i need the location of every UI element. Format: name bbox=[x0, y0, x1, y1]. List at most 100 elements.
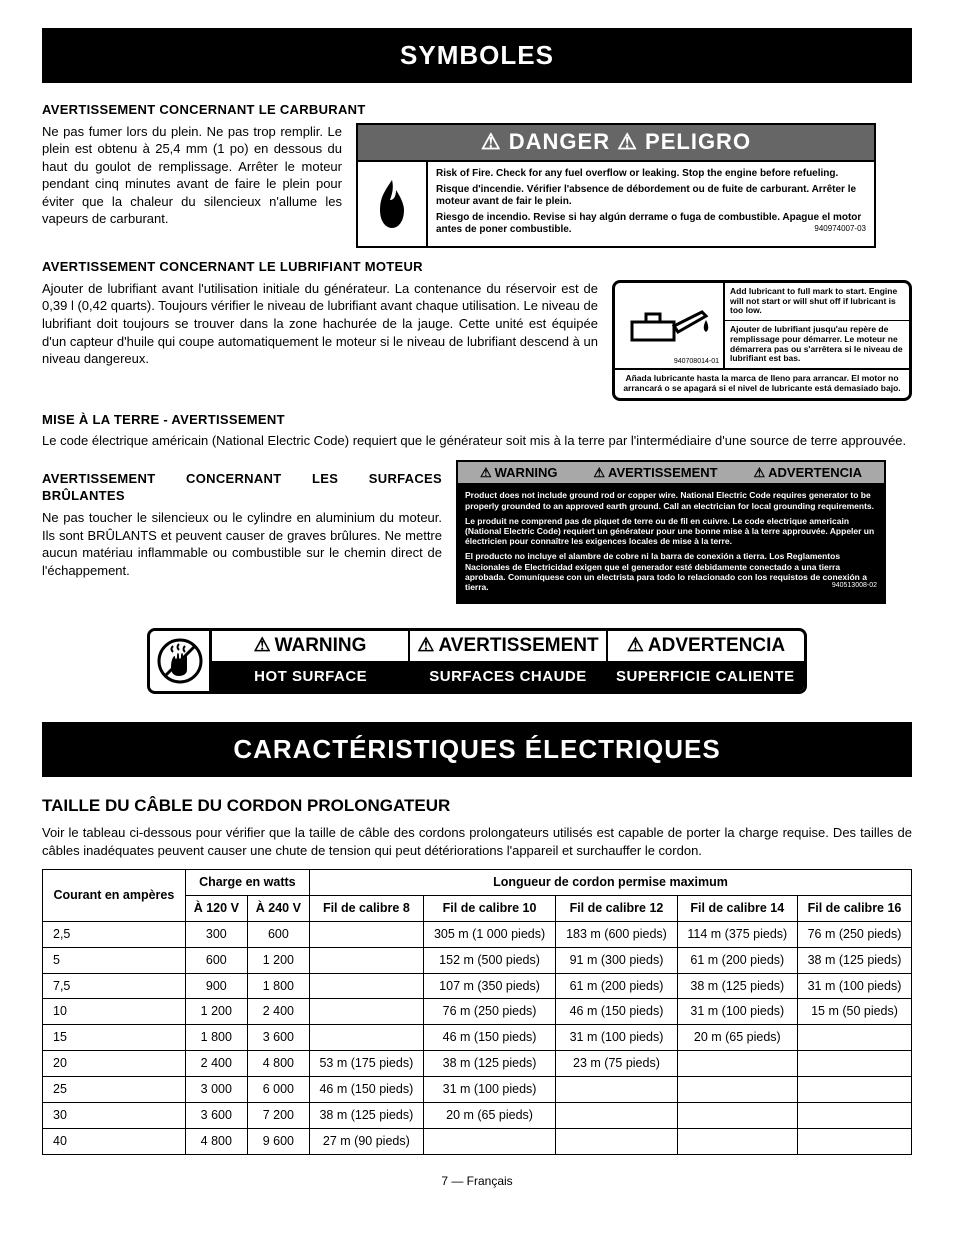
hand-heat-icon bbox=[150, 631, 212, 691]
hotsurf-warning: ⚠WARNING bbox=[212, 631, 410, 663]
para-lubricant: Ajouter de lubrifiant avant l'utilisatio… bbox=[42, 280, 598, 368]
th-g14: Fil de calibre 14 bbox=[677, 895, 797, 921]
table-cell bbox=[556, 1102, 677, 1128]
danger-text: Risk of Fire. Check for any fuel overflo… bbox=[428, 162, 874, 246]
danger-num: 940974007-03 bbox=[814, 224, 866, 234]
table-cell: 31 m (100 pieds) bbox=[797, 973, 911, 999]
table-cell: 38 m (125 pieds) bbox=[423, 1051, 555, 1077]
table-cell: 76 m (250 pieds) bbox=[423, 999, 555, 1025]
danger-en: Risk of Fire. Check for any fuel overflo… bbox=[436, 168, 866, 180]
heading-lubricant: AVERTISSEMENT CONCERNANT LE LUBRIFIANT M… bbox=[42, 258, 912, 276]
table-cell: 46 m (150 pieds) bbox=[309, 1077, 423, 1103]
lube-fr: Ajouter de lubrifiant jusqu'au repère de… bbox=[725, 321, 909, 368]
table-cell bbox=[797, 1102, 911, 1128]
table-cell bbox=[309, 921, 423, 947]
oilcan-icon: 940708014-01 bbox=[615, 283, 725, 368]
table-cell: 20 m (65 pieds) bbox=[423, 1102, 555, 1128]
table-cell: 15 bbox=[43, 1025, 186, 1051]
table-cell: 38 m (125 pieds) bbox=[309, 1102, 423, 1128]
table-row: 303 6007 20038 m (125 pieds)20 m (65 pie… bbox=[43, 1102, 912, 1128]
table-cell: 2 400 bbox=[247, 999, 309, 1025]
grounding-header: ⚠WARNING ⚠AVERTISSEMENT ⚠ADVERTENCIA bbox=[458, 462, 884, 486]
th-g16: Fil de calibre 16 bbox=[797, 895, 911, 921]
ground-hdr-warning: ⚠WARNING bbox=[480, 464, 558, 482]
table-cell bbox=[797, 1128, 911, 1154]
hotsurf-en: HOT SURFACE bbox=[212, 663, 409, 691]
table-cell bbox=[556, 1077, 677, 1103]
grounding-body: Product does not include ground rod or c… bbox=[458, 485, 884, 602]
table-cell bbox=[677, 1102, 797, 1128]
heading-fuel: AVERTISSEMENT CONCERNANT LE CARBURANT bbox=[42, 101, 912, 119]
hotsurf-fr: SURFACES CHAUDE bbox=[409, 663, 606, 691]
page-footer: 7 — Français bbox=[42, 1173, 912, 1189]
para-fuel: Ne pas fumer lors du plein. Ne pas trop … bbox=[42, 123, 342, 228]
danger-es: Riesgo de incendio. Revise si hay algún … bbox=[436, 212, 866, 236]
heading-ground: MISE À LA TERRE - AVERTISSEMENT bbox=[42, 411, 912, 429]
th-g8: Fil de calibre 8 bbox=[309, 895, 423, 921]
table-cell: 20 bbox=[43, 1051, 186, 1077]
row-hot-ground: AVERTISSEMENT CONCERNANT LES SURFACES BR… bbox=[42, 460, 912, 604]
table-cell: 76 m (250 pieds) bbox=[797, 921, 911, 947]
cord-table-body: 2,5300600305 m (1 000 pieds)183 m (600 p… bbox=[43, 921, 912, 1154]
table-cell: 305 m (1 000 pieds) bbox=[423, 921, 555, 947]
table-cell bbox=[677, 1077, 797, 1103]
heading-hotsurface: AVERTISSEMENT CONCERNANT LES SURFACES BR… bbox=[42, 470, 442, 505]
table-cell: 9 600 bbox=[247, 1128, 309, 1154]
table-cell: 40 bbox=[43, 1128, 186, 1154]
ground-en: Product does not include ground rod or c… bbox=[465, 490, 877, 510]
table-cell: 61 m (200 pieds) bbox=[677, 947, 797, 973]
table-cell bbox=[309, 947, 423, 973]
table-cell bbox=[797, 1051, 911, 1077]
table-cell bbox=[309, 1025, 423, 1051]
table-cell bbox=[556, 1128, 677, 1154]
table-cell: 20 m (65 pieds) bbox=[677, 1025, 797, 1051]
table-cell: 7 200 bbox=[247, 1102, 309, 1128]
section-banner-caracteristiques: CARACTÉRISTIQUES ÉLECTRIQUES bbox=[42, 722, 912, 777]
th-g12: Fil de calibre 12 bbox=[556, 895, 677, 921]
table-cell: 1 800 bbox=[185, 1025, 247, 1051]
table-cell: 114 m (375 pieds) bbox=[677, 921, 797, 947]
table-cell: 3 600 bbox=[185, 1102, 247, 1128]
table-cell: 46 m (150 pieds) bbox=[556, 999, 677, 1025]
table-cell: 4 800 bbox=[247, 1051, 309, 1077]
danger-fr: Risque d'incendie. Vérifier l'absence de… bbox=[436, 184, 866, 208]
table-cell bbox=[797, 1025, 911, 1051]
para-cord-size: Voir le tableau ci-dessous pour vérifier… bbox=[42, 824, 912, 859]
table-cell: 15 m (50 pieds) bbox=[797, 999, 911, 1025]
table-row: 101 2002 40076 m (250 pieds)46 m (150 pi… bbox=[43, 999, 912, 1025]
hotsurf-es: SUPERFICIE CALIENTE bbox=[607, 663, 804, 691]
table-cell: 152 m (500 pieds) bbox=[423, 947, 555, 973]
table-cell: 7,5 bbox=[43, 973, 186, 999]
table-cell bbox=[677, 1128, 797, 1154]
ground-fr: Le produit ne comprend pas de piquet de … bbox=[465, 516, 877, 547]
table-cell: 27 m (90 pieds) bbox=[309, 1128, 423, 1154]
cord-size-table: Courant en ampères Charge en watts Longu… bbox=[42, 869, 912, 1155]
lube-num: 940708014-01 bbox=[674, 357, 719, 366]
th-120: À 120 V bbox=[185, 895, 247, 921]
table-cell: 31 m (100 pieds) bbox=[423, 1077, 555, 1103]
table-cell: 5 bbox=[43, 947, 186, 973]
hotsurf-avert: ⚠AVERTISSEMENT bbox=[410, 631, 608, 663]
table-cell bbox=[797, 1077, 911, 1103]
table-cell: 46 m (150 pieds) bbox=[423, 1025, 555, 1051]
table-cell: 61 m (200 pieds) bbox=[556, 973, 677, 999]
table-cell bbox=[423, 1128, 555, 1154]
lube-es: Añada lubricante hasta la marca de lleno… bbox=[615, 370, 909, 398]
th-g10: Fil de calibre 10 bbox=[423, 895, 555, 921]
table-cell: 53 m (175 pieds) bbox=[309, 1051, 423, 1077]
table-cell: 23 m (75 pieds) bbox=[556, 1051, 677, 1077]
table-cell: 6 000 bbox=[247, 1077, 309, 1103]
ground-es: El producto no incluye el alambre de cob… bbox=[465, 551, 877, 592]
table-cell bbox=[309, 973, 423, 999]
table-cell: 300 bbox=[185, 921, 247, 947]
ground-hdr-adv: ⚠ADVERTENCIA bbox=[753, 464, 862, 482]
th-amp: Courant en ampères bbox=[43, 870, 186, 922]
grounding-label-box: ⚠WARNING ⚠AVERTISSEMENT ⚠ADVERTENCIA Pro… bbox=[456, 460, 886, 604]
hot-surface-banner-wrap: ⚠WARNING ⚠AVERTISSEMENT ⚠ADVERTENCIA HOT… bbox=[42, 628, 912, 694]
hotsurf-bot: HOT SURFACE SURFACES CHAUDE SUPERFICIE C… bbox=[212, 663, 804, 691]
table-cell: 600 bbox=[185, 947, 247, 973]
table-cell: 2,5 bbox=[43, 921, 186, 947]
lubricant-label-box: 940708014-01 Add lubricant to full mark … bbox=[612, 280, 912, 401]
table-cell bbox=[309, 999, 423, 1025]
table-cell: 107 m (350 pieds) bbox=[423, 973, 555, 999]
